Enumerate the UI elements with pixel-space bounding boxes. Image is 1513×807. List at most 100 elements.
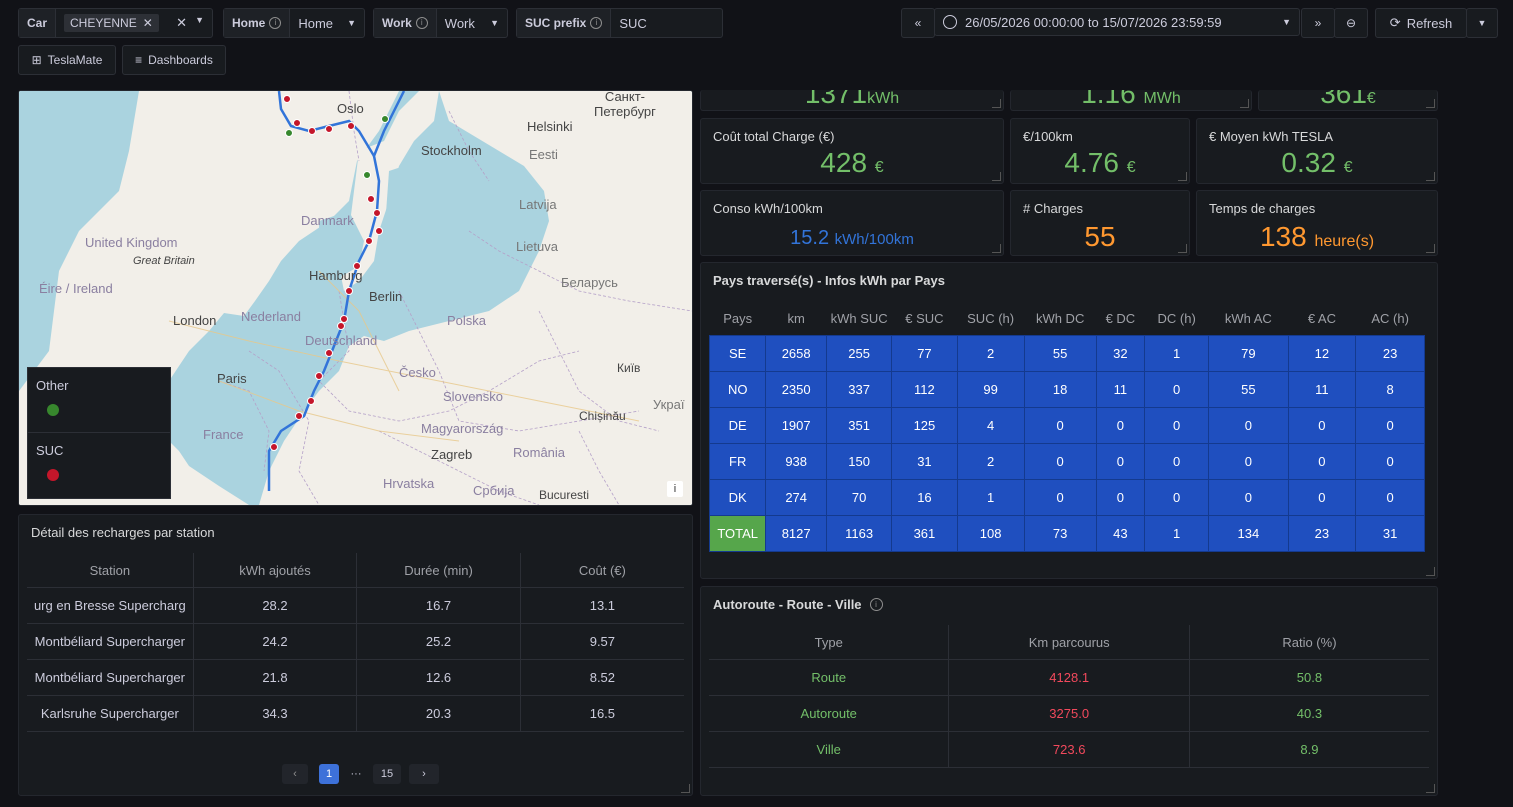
map-canvas[interactable] [19,91,692,505]
country-table-panel: Pays traversé(s) - Infos kWh par Pays Pa… [700,262,1438,579]
pagination-next[interactable]: › [409,764,439,784]
col-header[interactable]: Station [27,553,194,588]
pagination-prev[interactable]: ‹ [282,764,308,784]
col-header[interactable]: Pays [723,310,753,326]
var-home[interactable]: Home i Home ▼ [223,8,365,38]
pagination-page-1[interactable]: 1 [319,764,339,784]
col-header[interactable]: Durée (min) [356,553,521,588]
table-row: SE 2658 255 77 2 55 32 1 79 12 23 [708,335,1425,372]
table-cell: FR [708,443,767,480]
table-cell: DK [708,479,767,516]
table-cell: 32 [1095,335,1146,372]
table-row: NO 2350 337 112 99 18 11 0 55 11 8 [708,371,1425,408]
refresh-button[interactable]: ⟳ Refresh [1375,8,1467,38]
time-forward-button[interactable]: » [1301,8,1335,38]
col-header[interactable]: km [787,310,805,326]
refresh-icon: ⟳ [1389,15,1401,30]
table-cell: 31 [1355,515,1425,552]
table-cell: 40.3 [1188,695,1429,732]
var-car[interactable]: Car CHEYENNE ✕ ✕ ▼ [18,8,213,38]
table-row: FR 938 150 31 2 0 0 0 0 0 0 [708,443,1425,480]
table-cell: 50.8 [1188,659,1429,696]
car-chip[interactable]: CHEYENNE ✕ [64,14,159,32]
table-cell: 134 [1208,515,1289,552]
refresh-interval-dropdown[interactable]: ▼ [1466,8,1498,38]
info-icon[interactable]: i [869,598,883,611]
table-header-row: Type Km parcourus Ratio (%) [709,625,1429,660]
var-suc-label: SUC prefix [525,16,587,30]
col-header[interactable]: Coût (€) [519,553,684,588]
map-label-london: London [173,313,217,328]
table-cell: 16.7 [356,587,521,624]
table-cell: 8.52 [519,659,684,696]
col-header[interactable]: kWh AC [1224,310,1272,326]
col-header[interactable]: Type [709,625,949,660]
var-work[interactable]: Work i Work ▼ [373,8,508,38]
col-header[interactable]: kWh SUC [830,310,888,326]
col-header[interactable]: AC (h) [1371,310,1409,326]
col-header[interactable]: Km parcourus [948,625,1190,660]
pagination-page-last[interactable]: 15 [373,764,401,784]
stat-value: 361 [1320,90,1367,109]
stat-title: Conso kWh/100km [713,201,823,216]
table-cell: urg en Bresse Supercharg [27,587,194,624]
stat-value: 428 [820,147,868,178]
map-label-danmark: Danmark [301,213,354,228]
clear-icon[interactable]: ✕ [176,15,188,30]
pagination-ellipsis: ··· [350,768,362,780]
time-range-text: 26/05/2026 00:00:00 to 15/07/2026 23:59:… [965,14,1222,30]
table-cell: 0 [1208,479,1289,516]
table-cell: 0 [1355,407,1425,444]
stat-panel-cost-total: Coût total Charge (€) 428 € [700,118,1004,184]
map-label-eesti: Eesti [529,147,558,162]
table-cell: TOTAL [708,515,767,552]
col-header[interactable]: € SUC [905,310,944,326]
table-cell: 12 [1287,335,1357,372]
teslamate-link-button[interactable]: ⊞ TeslaMate [18,45,116,75]
time-back-button[interactable]: « [901,8,935,38]
map-label-polska: Polska [447,313,487,328]
legend-item-suc[interactable]: SUC [28,433,170,497]
dashboards-button[interactable]: ≡ Dashboards [122,45,226,75]
map-label-helsinki: Helsinki [527,119,573,134]
table-cell: 9.57 [519,623,684,660]
col-header[interactable]: € AC [1307,310,1336,326]
table-row: Ville 723.6 8.9 [709,731,1429,768]
country-table: Pays km kWh SUC € SUC SUC (h) kWh DC € D… [708,301,1425,552]
table-cell: Karlsruhe Supercharger [27,695,194,732]
table-cell: 2 [956,443,1025,480]
map-label-ukraine: Украї [653,397,685,412]
col-header[interactable]: DC (h) [1157,310,1196,326]
table-cell: 4128.1 [948,659,1190,696]
map-attribution-icon[interactable]: i [667,481,683,497]
table-cell: 31 [891,443,958,480]
map-legend: Other SUC [27,367,171,499]
col-header[interactable]: SUC (h) [967,310,1015,326]
table-cell: 0 [1144,371,1210,408]
station-table-panel: Détail des recharges par station Station… [18,514,693,796]
chevron-down-icon[interactable]: ▼ [195,15,204,25]
col-header[interactable]: € DC [1105,310,1136,326]
col-header[interactable]: kWh ajoutés [192,553,357,588]
table-cell: 0 [1355,443,1425,480]
map-label-kyiv: Київ [617,361,641,375]
table-cell: DE [708,407,767,444]
panel-title-row: Autoroute - Route - Ville i [713,597,883,612]
map-panel[interactable]: Oslo Санкт- Петербург Helsinki Stockholm… [18,90,693,506]
stat-panel-avg-kwh: € Moyen kWh TESLA 0.32 € [1196,118,1438,184]
col-header[interactable]: kWh DC [1035,310,1085,326]
table-cell: 361 [891,515,958,552]
table-row: DK 274 70 16 1 0 0 0 0 0 0 [708,479,1425,516]
col-header[interactable]: Ratio (%) [1188,625,1429,660]
time-range-picker[interactable]: 26/05/2026 00:00:00 to 15/07/2026 23:59:… [934,8,1300,36]
table-cell: 73 [1023,515,1097,552]
chip-remove-icon[interactable]: ✕ [142,16,153,30]
var-suc-prefix[interactable]: SUC prefix i SUC [516,8,723,38]
table-cell: 24.2 [192,623,357,660]
legend-item-other[interactable]: Other [28,368,170,433]
zoom-out-button[interactable]: ⊖ [1334,8,1368,38]
table-header-row: Station kWh ajoutés Durée (min) Coût (€) [27,553,684,588]
road-type-table: Type Km parcourus Ratio (%) Route 4128.1 5… [709,625,1429,768]
var-suc-value[interactable]: SUC [619,15,647,31]
table-cell: 0 [1287,407,1357,444]
